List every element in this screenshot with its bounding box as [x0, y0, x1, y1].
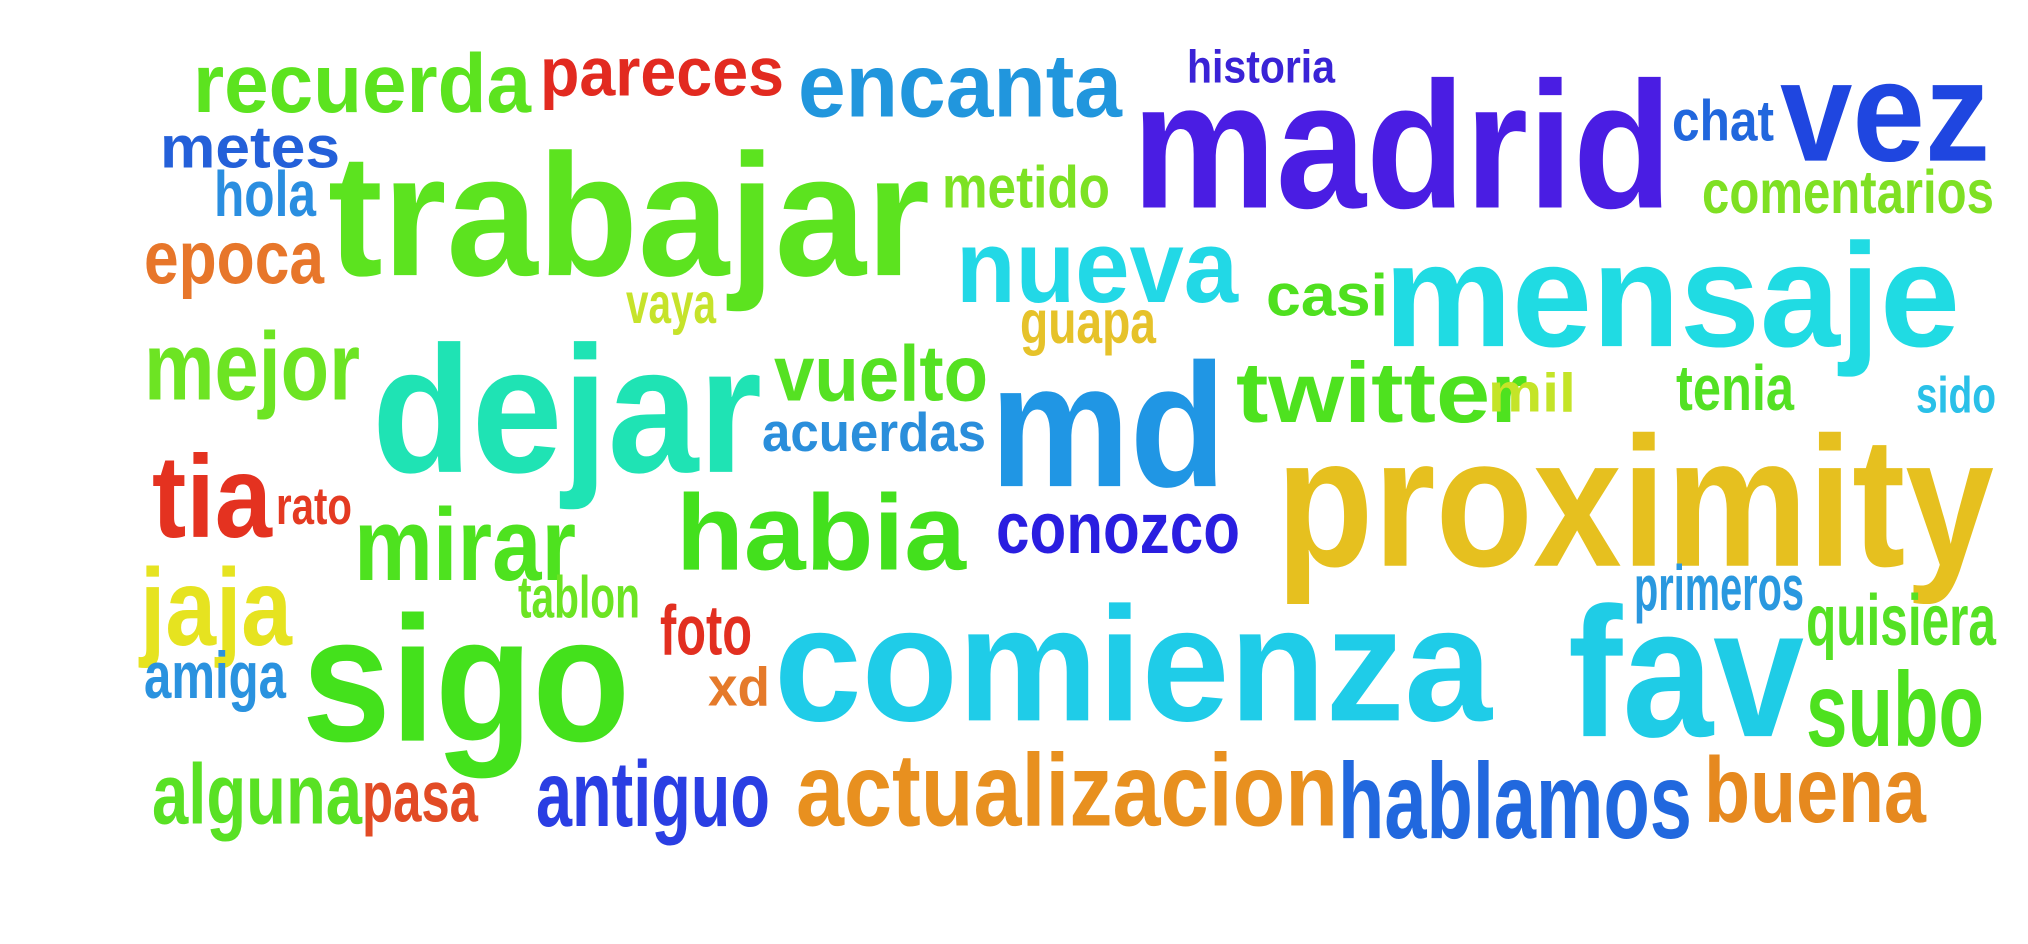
word-trabajar: trabajar [328, 118, 930, 312]
word-tia: tia [152, 432, 273, 562]
word-mejor: mejor [144, 312, 360, 420]
word-acuerdas: acuerdas [762, 402, 986, 463]
word-encanta: encanta [798, 34, 1123, 135]
word-hola: hola [214, 159, 317, 230]
word-foto: foto [660, 590, 752, 669]
word-casi: casi [1266, 262, 1388, 328]
word-dejar: dejar [372, 309, 762, 510]
word-xd: xd [708, 656, 770, 717]
word-jaja: jaja [138, 547, 293, 669]
word-subo: subo [1806, 651, 1984, 769]
word-recuerda: recuerda [193, 38, 532, 131]
word-antiguo: antiguo [536, 742, 770, 845]
word-md: md [990, 328, 1226, 524]
word-amiga: amiga [144, 639, 286, 713]
word-quisiera: quisiera [1806, 581, 1996, 662]
word-epoca: epoca [144, 216, 325, 300]
word-mirar: mirar [354, 488, 576, 603]
word-metido: metido [942, 154, 1110, 220]
word-nueva: nueva [956, 209, 1239, 324]
word-sigo: sigo [302, 579, 630, 778]
word-alguna: alguna [152, 747, 363, 843]
word-twitter: twitter [1236, 345, 1528, 440]
word-fav: fav [1568, 569, 1804, 776]
word-buena: buena [1704, 738, 1927, 841]
word-guapa: guapa [1020, 287, 1157, 356]
word-hablamos: hablamos [1338, 741, 1692, 861]
word-pareces: pareces [540, 35, 784, 111]
word-tenia: tenia [1676, 354, 1795, 425]
word-historia: historia [1187, 41, 1336, 93]
word-rato: rato [276, 477, 352, 535]
word-vuelto: vuelto [774, 330, 988, 419]
word-vaya: vaya [626, 272, 716, 335]
word-habia: habia [676, 473, 967, 593]
word-pasa: pasa [362, 756, 479, 837]
word-proximity: proximity [1276, 399, 1994, 606]
word-mil: mil [1488, 362, 1576, 424]
word-actualizacion: actualizacion [796, 733, 1338, 848]
word-chat: chat [1672, 90, 1774, 153]
word-primeros: primeros [1634, 554, 1804, 625]
word-comienza: comienza [774, 573, 1494, 755]
word-comentarios: comentarios [1702, 158, 1994, 227]
word-metes: metes [160, 114, 340, 180]
word-vez: vez [1780, 31, 1990, 191]
word-sido: sido [1916, 366, 1996, 423]
word-tablon: tablon [518, 564, 640, 631]
word-madrid: madrid [1132, 46, 1672, 247]
word-conozco: conozco [996, 489, 1240, 570]
word-mensaje: mensaje [1384, 213, 1960, 378]
